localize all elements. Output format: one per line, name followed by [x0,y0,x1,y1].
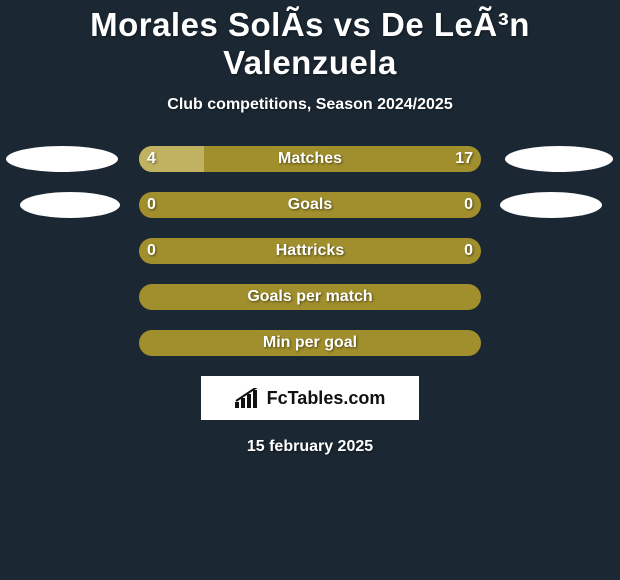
stat-label: Min per goal [139,330,481,356]
date-label: 15 february 2025 [0,438,620,456]
stat-row: 0 0Goals [0,192,620,218]
page-title: Morales SolÃ­s vs De LeÃ³n Valenzuela [0,0,620,82]
stat-label: Goals [139,192,481,218]
stat-value-right: 0 [464,192,473,218]
stat-label: Hattricks [139,238,481,264]
stat-row: 417Matches [0,146,620,172]
stat-rows: 417Matches00Goals00HattricksGoals per ma… [0,146,620,356]
stat-value-left: 4 [147,146,156,172]
stat-value-right: 17 [455,146,473,172]
stat-row: 0 0Hattricks [0,238,620,264]
stat-row: Min per goal [0,330,620,356]
stat-bar: 417Matches [139,146,481,172]
player-left-marker [20,192,120,218]
stat-bar: 0 0Goals [139,192,481,218]
comparison-infographic: Morales SolÃ­s vs De LeÃ³n Valenzuela Cl… [0,0,620,580]
player-right-marker [505,146,613,172]
stat-value-right: 0 [464,238,473,264]
source-logo: FcTables.com [201,376,419,420]
stat-row: Goals per match [0,284,620,310]
stat-bar: 0 0Hattricks [139,238,481,264]
player-right-marker [500,192,602,218]
stat-bar: Goals per match [139,284,481,310]
stat-label: Goals per match [139,284,481,310]
stat-bar: Min per goal [139,330,481,356]
bar-chart-icon [235,388,261,408]
player-left-marker [6,146,118,172]
page-subtitle: Club competitions, Season 2024/2025 [0,82,620,114]
stat-value-left: 0 [147,192,156,218]
stat-value-left: 0 [147,238,156,264]
source-logo-text: FcTables.com [267,388,386,409]
